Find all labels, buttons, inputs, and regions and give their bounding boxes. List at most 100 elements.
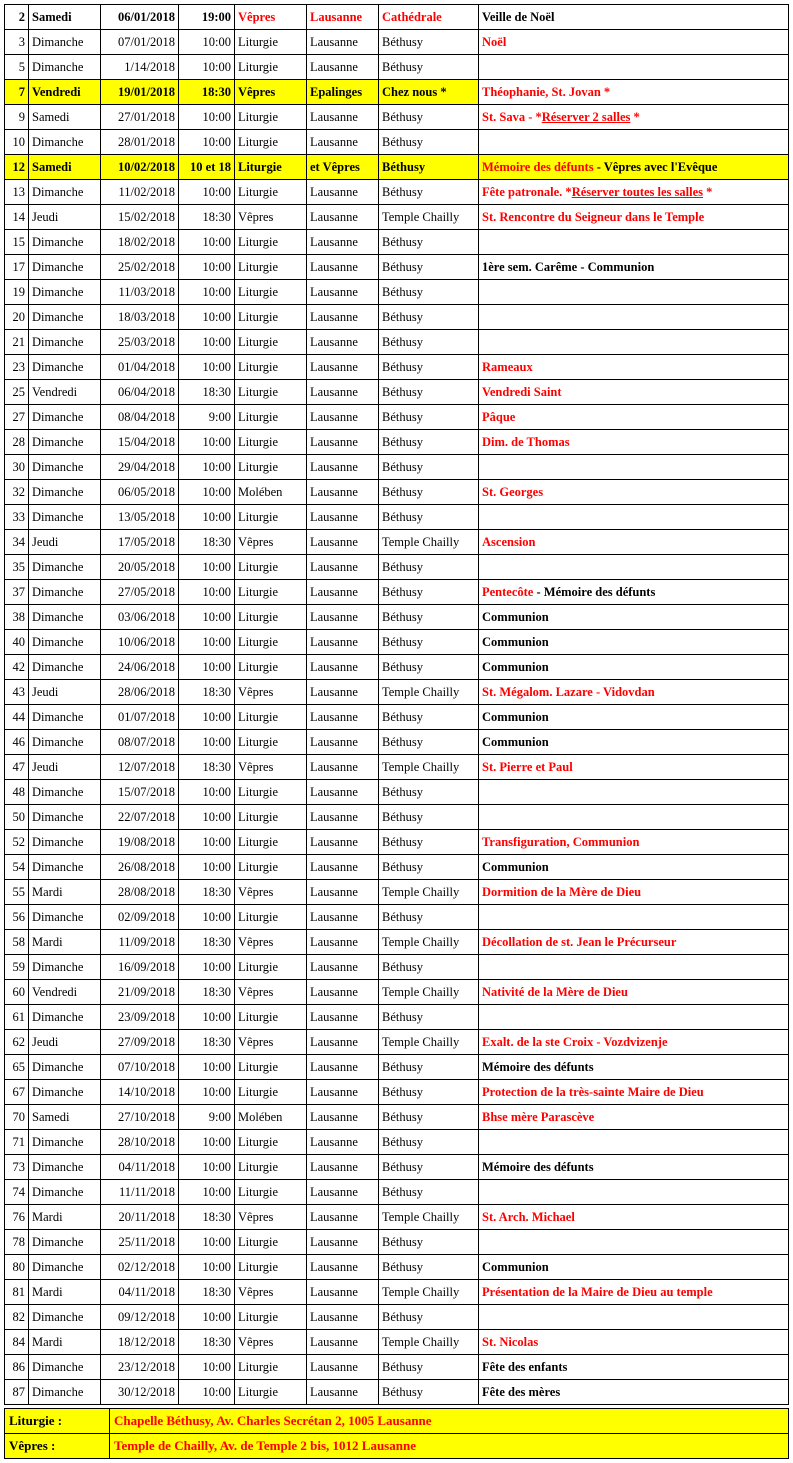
cell-service: Liturgie	[235, 405, 307, 430]
footer-vepres-label: Vêpres :	[5, 1434, 110, 1459]
cell-note: St. Rencontre du Seigneur dans le Temple	[479, 205, 789, 230]
cell-city: Lausanne	[307, 1180, 379, 1205]
cell-time: 10:00	[179, 855, 235, 880]
table-row: 60Vendredi21/09/201818:30VêpresLausanneT…	[5, 980, 789, 1005]
cell-num: 33	[5, 505, 29, 530]
cell-city: Lausanne	[307, 405, 379, 430]
cell-note: Communion	[479, 605, 789, 630]
cell-date: 22/07/2018	[101, 805, 179, 830]
cell-num: 12	[5, 155, 29, 180]
cell-time: 18:30	[179, 205, 235, 230]
cell-note	[479, 1005, 789, 1030]
cell-day: Dimanche	[29, 780, 101, 805]
cell-city: Lausanne	[307, 1255, 379, 1280]
cell-service: Liturgie	[235, 505, 307, 530]
cell-city: Lausanne	[307, 605, 379, 630]
cell-place: Béthusy	[379, 1105, 479, 1130]
cell-time: 10:00	[179, 1130, 235, 1155]
cell-day: Dimanche	[29, 955, 101, 980]
cell-day: Mardi	[29, 1330, 101, 1355]
cell-time: 10:00	[179, 255, 235, 280]
table-row: 42Dimanche24/06/201810:00LiturgieLausann…	[5, 655, 789, 680]
footer-liturgie-label: Liturgie :	[5, 1409, 110, 1434]
cell-service: Liturgie	[235, 1380, 307, 1405]
cell-date: 20/11/2018	[101, 1205, 179, 1230]
cell-day: Dimanche	[29, 630, 101, 655]
table-row: 2Samedi06/01/201819:00VêpresLausanneCath…	[5, 5, 789, 30]
cell-service: Vêpres	[235, 980, 307, 1005]
cell-city: Lausanne	[307, 755, 379, 780]
cell-num: 81	[5, 1280, 29, 1305]
cell-time: 10:00	[179, 55, 235, 80]
schedule-table: 2Samedi06/01/201819:00VêpresLausanneCath…	[4, 4, 789, 1405]
cell-city: Lausanne	[307, 780, 379, 805]
cell-day: Jeudi	[29, 1030, 101, 1055]
cell-time: 10:00	[179, 305, 235, 330]
cell-num: 15	[5, 230, 29, 255]
cell-date: 15/04/2018	[101, 430, 179, 455]
cell-day: Dimanche	[29, 255, 101, 280]
cell-date: 11/02/2018	[101, 180, 179, 205]
cell-place: Béthusy	[379, 905, 479, 930]
cell-time: 10:00	[179, 480, 235, 505]
cell-day: Vendredi	[29, 80, 101, 105]
cell-service: Liturgie	[235, 180, 307, 205]
cell-service: Liturgie	[235, 705, 307, 730]
cell-day: Dimanche	[29, 230, 101, 255]
cell-note	[479, 780, 789, 805]
cell-num: 58	[5, 930, 29, 955]
cell-note: Pâque	[479, 405, 789, 430]
cell-date: 28/08/2018	[101, 880, 179, 905]
cell-note: Noël	[479, 30, 789, 55]
cell-place: Béthusy	[379, 305, 479, 330]
cell-time: 10:00	[179, 630, 235, 655]
cell-time: 10:00	[179, 505, 235, 530]
cell-time: 10:00	[179, 1155, 235, 1180]
table-row: 14Jeudi15/02/201818:30VêpresLausanneTemp…	[5, 205, 789, 230]
cell-city: Lausanne	[307, 1380, 379, 1405]
cell-note: Communion	[479, 630, 789, 655]
cell-time: 10:00	[179, 130, 235, 155]
cell-day: Jeudi	[29, 205, 101, 230]
cell-num: 37	[5, 580, 29, 605]
cell-city: Lausanne	[307, 1305, 379, 1330]
cell-city: Lausanne	[307, 880, 379, 905]
cell-service: Liturgie	[235, 130, 307, 155]
cell-service: Liturgie	[235, 1005, 307, 1030]
cell-place: Béthusy	[379, 480, 479, 505]
cell-service: Liturgie	[235, 1355, 307, 1380]
cell-note: Pentecôte - Mémoire des défunts	[479, 580, 789, 605]
cell-day: Dimanche	[29, 555, 101, 580]
cell-note: Fête patronale. *Réserver toutes les sal…	[479, 180, 789, 205]
cell-date: 11/03/2018	[101, 280, 179, 305]
cell-day: Dimanche	[29, 1005, 101, 1030]
cell-city: Lausanne	[307, 1155, 379, 1180]
cell-place: Béthusy	[379, 330, 479, 355]
cell-date: 27/05/2018	[101, 580, 179, 605]
cell-note: Mémoire des défunts	[479, 1055, 789, 1080]
cell-date: 08/04/2018	[101, 405, 179, 430]
cell-date: 11/11/2018	[101, 1180, 179, 1205]
cell-service: Liturgie	[235, 830, 307, 855]
cell-date: 18/12/2018	[101, 1330, 179, 1355]
cell-date: 06/05/2018	[101, 480, 179, 505]
cell-day: Dimanche	[29, 1055, 101, 1080]
cell-place: Béthusy	[379, 380, 479, 405]
cell-note	[479, 1230, 789, 1255]
cell-date: 18/02/2018	[101, 230, 179, 255]
table-row: 33Dimanche13/05/201810:00LiturgieLausann…	[5, 505, 789, 530]
cell-time: 10 et 18	[179, 155, 235, 180]
cell-city: Lausanne	[307, 930, 379, 955]
cell-city: Lausanne	[307, 1330, 379, 1355]
cell-city: Lausanne	[307, 355, 379, 380]
cell-place: Temple Chailly	[379, 880, 479, 905]
cell-day: Jeudi	[29, 755, 101, 780]
cell-date: 25/11/2018	[101, 1230, 179, 1255]
table-row: 81Mardi04/11/201818:30VêpresLausanneTemp…	[5, 1280, 789, 1305]
cell-num: 54	[5, 855, 29, 880]
cell-time: 10:00	[179, 955, 235, 980]
cell-note: Bhse mère Parascève	[479, 1105, 789, 1130]
cell-place: Temple Chailly	[379, 680, 479, 705]
cell-time: 18:30	[179, 1330, 235, 1355]
table-row: 59Dimanche16/09/201810:00LiturgieLausann…	[5, 955, 789, 980]
